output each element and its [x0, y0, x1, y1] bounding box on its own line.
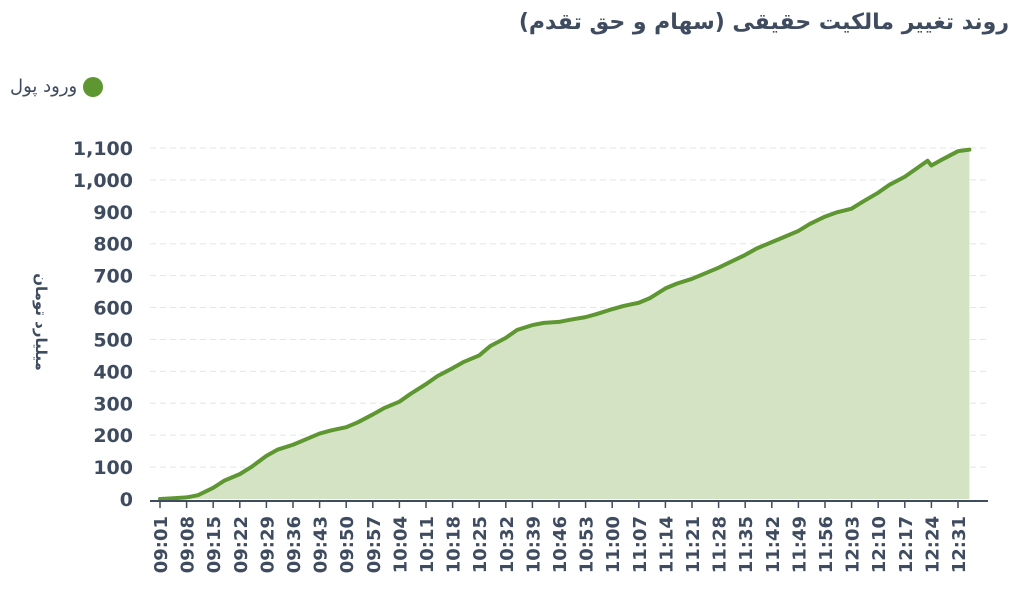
y-axis-title: میلیارد تومان [32, 273, 50, 371]
x-tick-label: 09:43 [311, 516, 332, 573]
x-tick-label: 10:18 [444, 516, 465, 573]
y-tick-label: 400 [93, 361, 133, 383]
x-tick-label: 10:32 [497, 516, 518, 573]
x-tick-label: 09:50 [337, 516, 358, 573]
y-tick-label: 200 [93, 425, 133, 447]
series-line [158, 147, 972, 501]
y-tick-label: 700 [93, 266, 133, 288]
y-tick-label: 1,100 [73, 138, 133, 160]
x-tick-label: 12:10 [869, 516, 890, 573]
x-tick-label: 11:00 [603, 516, 624, 573]
y-tick-label: 800 [93, 234, 133, 256]
x-tick-label: 12:31 [949, 516, 970, 573]
x-tick-label: 10:11 [417, 516, 438, 573]
x-axis-ticks: 09:01 09:08 09:15 09:22 09:29 09:36 09:43 09:50… [151, 501, 970, 573]
x-tick-label: 11:21 [683, 516, 704, 573]
y-tick-label: 300 [93, 393, 133, 415]
x-tick-label: 10:25 [470, 516, 491, 573]
y-tick-label: 600 [93, 298, 133, 320]
x-tick-label: 10:04 [390, 516, 411, 573]
series-line-path [158, 147, 972, 501]
series-area-fill [160, 149, 970, 499]
x-tick-label: 09:29 [257, 516, 278, 573]
x-tick-label: 09:57 [364, 516, 385, 573]
y-axis-ticks: 0 100 200 300 400 500 600 700 800 900 1,000 1,100 [73, 138, 133, 511]
x-tick-label: 09:36 [284, 516, 305, 573]
legend-marker-icon [83, 76, 104, 97]
x-tick-label: 10:53 [577, 516, 598, 573]
y-tick-label: 100 [93, 457, 133, 479]
y-tick-label: 0 [120, 489, 133, 511]
x-tick-label: 11:35 [736, 516, 757, 573]
x-tick-label: 11:56 [816, 516, 837, 573]
x-tick-label: 10:46 [550, 516, 571, 573]
legend-label: ورود پول [10, 76, 78, 97]
series-area [160, 149, 970, 499]
y-tick-label: 900 [93, 202, 133, 224]
y-tick-label: 1,000 [73, 170, 133, 192]
x-tick-label: 11:07 [630, 516, 651, 573]
x-tick-label: 09:22 [231, 516, 252, 573]
x-tick-label: 10:39 [523, 516, 544, 573]
legend[interactable]: ورود پول [10, 76, 104, 97]
x-tick-label: 12:24 [922, 516, 943, 573]
y-tick-label: 500 [93, 329, 133, 351]
x-tick-label: 12:17 [896, 516, 917, 573]
x-tick-label: 09:08 [178, 516, 199, 573]
x-tick-label: 11:14 [656, 516, 677, 573]
x-tick-label: 12:03 [843, 516, 864, 573]
x-tick-label: 11:28 [710, 516, 731, 573]
chart-title: روند تغییر مالکیت حقیقی (سهام و حق تقدم) [518, 10, 1009, 35]
x-tick-label: 11:42 [763, 516, 784, 573]
x-tick-label: 09:15 [204, 516, 225, 573]
x-tick-label: 11:49 [789, 516, 810, 573]
x-tick-label: 09:01 [151, 516, 172, 573]
